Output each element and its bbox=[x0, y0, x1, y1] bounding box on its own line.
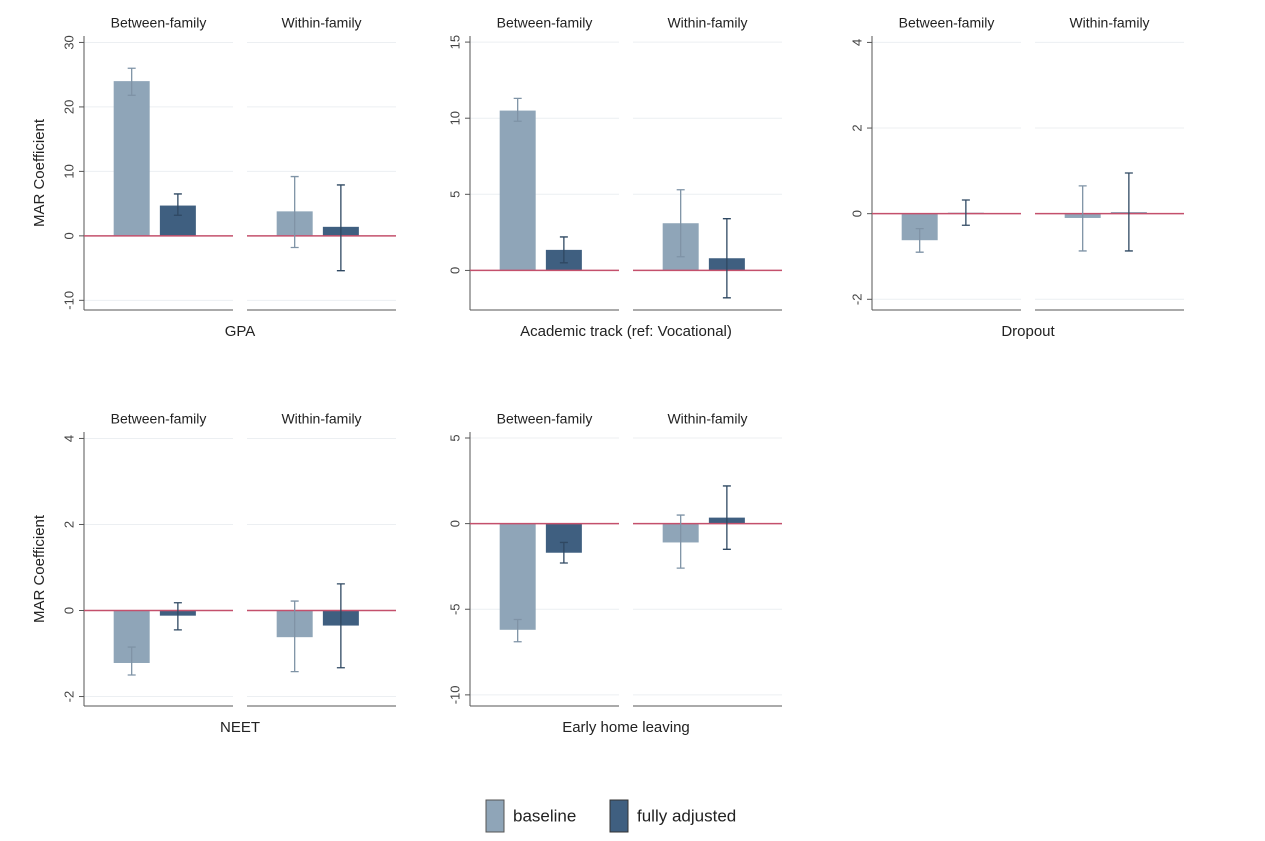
y-tick-label: 0 bbox=[447, 267, 462, 274]
facet-label: Within-family bbox=[667, 15, 747, 31]
facet-label: Between-family bbox=[497, 411, 593, 427]
error-bar bbox=[513, 618, 522, 643]
error-bar bbox=[290, 175, 299, 249]
y-tick-label: 4 bbox=[61, 435, 76, 442]
bar bbox=[499, 523, 536, 630]
y-tick-label: 0 bbox=[61, 607, 76, 614]
facet-label: Between-family bbox=[111, 411, 207, 427]
y-axis-title: MAR Coefficient bbox=[31, 118, 48, 227]
y-tick-label: 2 bbox=[849, 124, 864, 131]
y-axis-title: MAR Coefficient bbox=[31, 514, 48, 623]
error-bar bbox=[1124, 172, 1133, 252]
error-bar bbox=[961, 199, 970, 226]
y-tick-label: -10 bbox=[61, 291, 76, 310]
y-tick-label: -5 bbox=[447, 603, 462, 615]
y-tick-label: 5 bbox=[447, 191, 462, 198]
error-bar bbox=[127, 646, 136, 676]
error-bar bbox=[127, 67, 136, 96]
x-axis-title: NEET bbox=[220, 719, 260, 736]
error-bar bbox=[676, 514, 685, 569]
error-bar bbox=[559, 236, 568, 264]
bar bbox=[113, 81, 150, 236]
error-bar bbox=[915, 228, 924, 253]
error-bar bbox=[173, 602, 182, 631]
error-bar bbox=[513, 97, 522, 122]
y-tick-label: 20 bbox=[61, 100, 76, 114]
error-bar bbox=[722, 485, 731, 550]
y-tick-label: 4 bbox=[849, 39, 864, 46]
error-bar bbox=[336, 184, 345, 272]
y-tick-label: 30 bbox=[61, 35, 76, 49]
legend-label: baseline bbox=[513, 806, 576, 825]
y-tick-label: 0 bbox=[447, 520, 462, 527]
facet-label: Within-family bbox=[281, 15, 361, 31]
legend-swatch bbox=[485, 799, 505, 833]
error-bar bbox=[722, 218, 731, 299]
facet-label: Between-family bbox=[497, 15, 593, 31]
facet-label: Within-family bbox=[281, 411, 361, 427]
y-tick-label: 10 bbox=[61, 164, 76, 178]
facet-label: Within-family bbox=[1069, 15, 1149, 31]
y-tick-label: -2 bbox=[849, 294, 864, 306]
y-tick-label: 0 bbox=[61, 232, 76, 239]
x-axis-title: GPA bbox=[225, 323, 256, 340]
legend-swatch bbox=[609, 799, 629, 833]
bar bbox=[499, 110, 536, 271]
error-bar bbox=[290, 600, 299, 673]
y-tick-label: -10 bbox=[447, 685, 462, 704]
facet-label: Between-family bbox=[111, 15, 207, 31]
y-tick-label: 5 bbox=[447, 434, 462, 441]
y-tick-label: 10 bbox=[447, 111, 462, 125]
error-bar bbox=[336, 583, 345, 669]
error-bar bbox=[173, 193, 182, 216]
legend-label: fully adjusted bbox=[637, 806, 736, 825]
y-tick-label: 15 bbox=[447, 35, 462, 49]
error-bar bbox=[559, 541, 568, 564]
facet-label: Within-family bbox=[667, 411, 747, 427]
x-axis-title: Early home leaving bbox=[562, 719, 690, 736]
x-axis-title: Dropout bbox=[1001, 323, 1055, 340]
error-bar bbox=[1078, 185, 1087, 252]
y-tick-label: 0 bbox=[849, 210, 864, 217]
y-tick-label: -2 bbox=[61, 691, 76, 703]
x-axis-title: Academic track (ref: Vocational) bbox=[520, 323, 732, 340]
error-bar bbox=[676, 189, 685, 258]
facet-label: Between-family bbox=[899, 15, 995, 31]
y-tick-label: 2 bbox=[61, 521, 76, 528]
